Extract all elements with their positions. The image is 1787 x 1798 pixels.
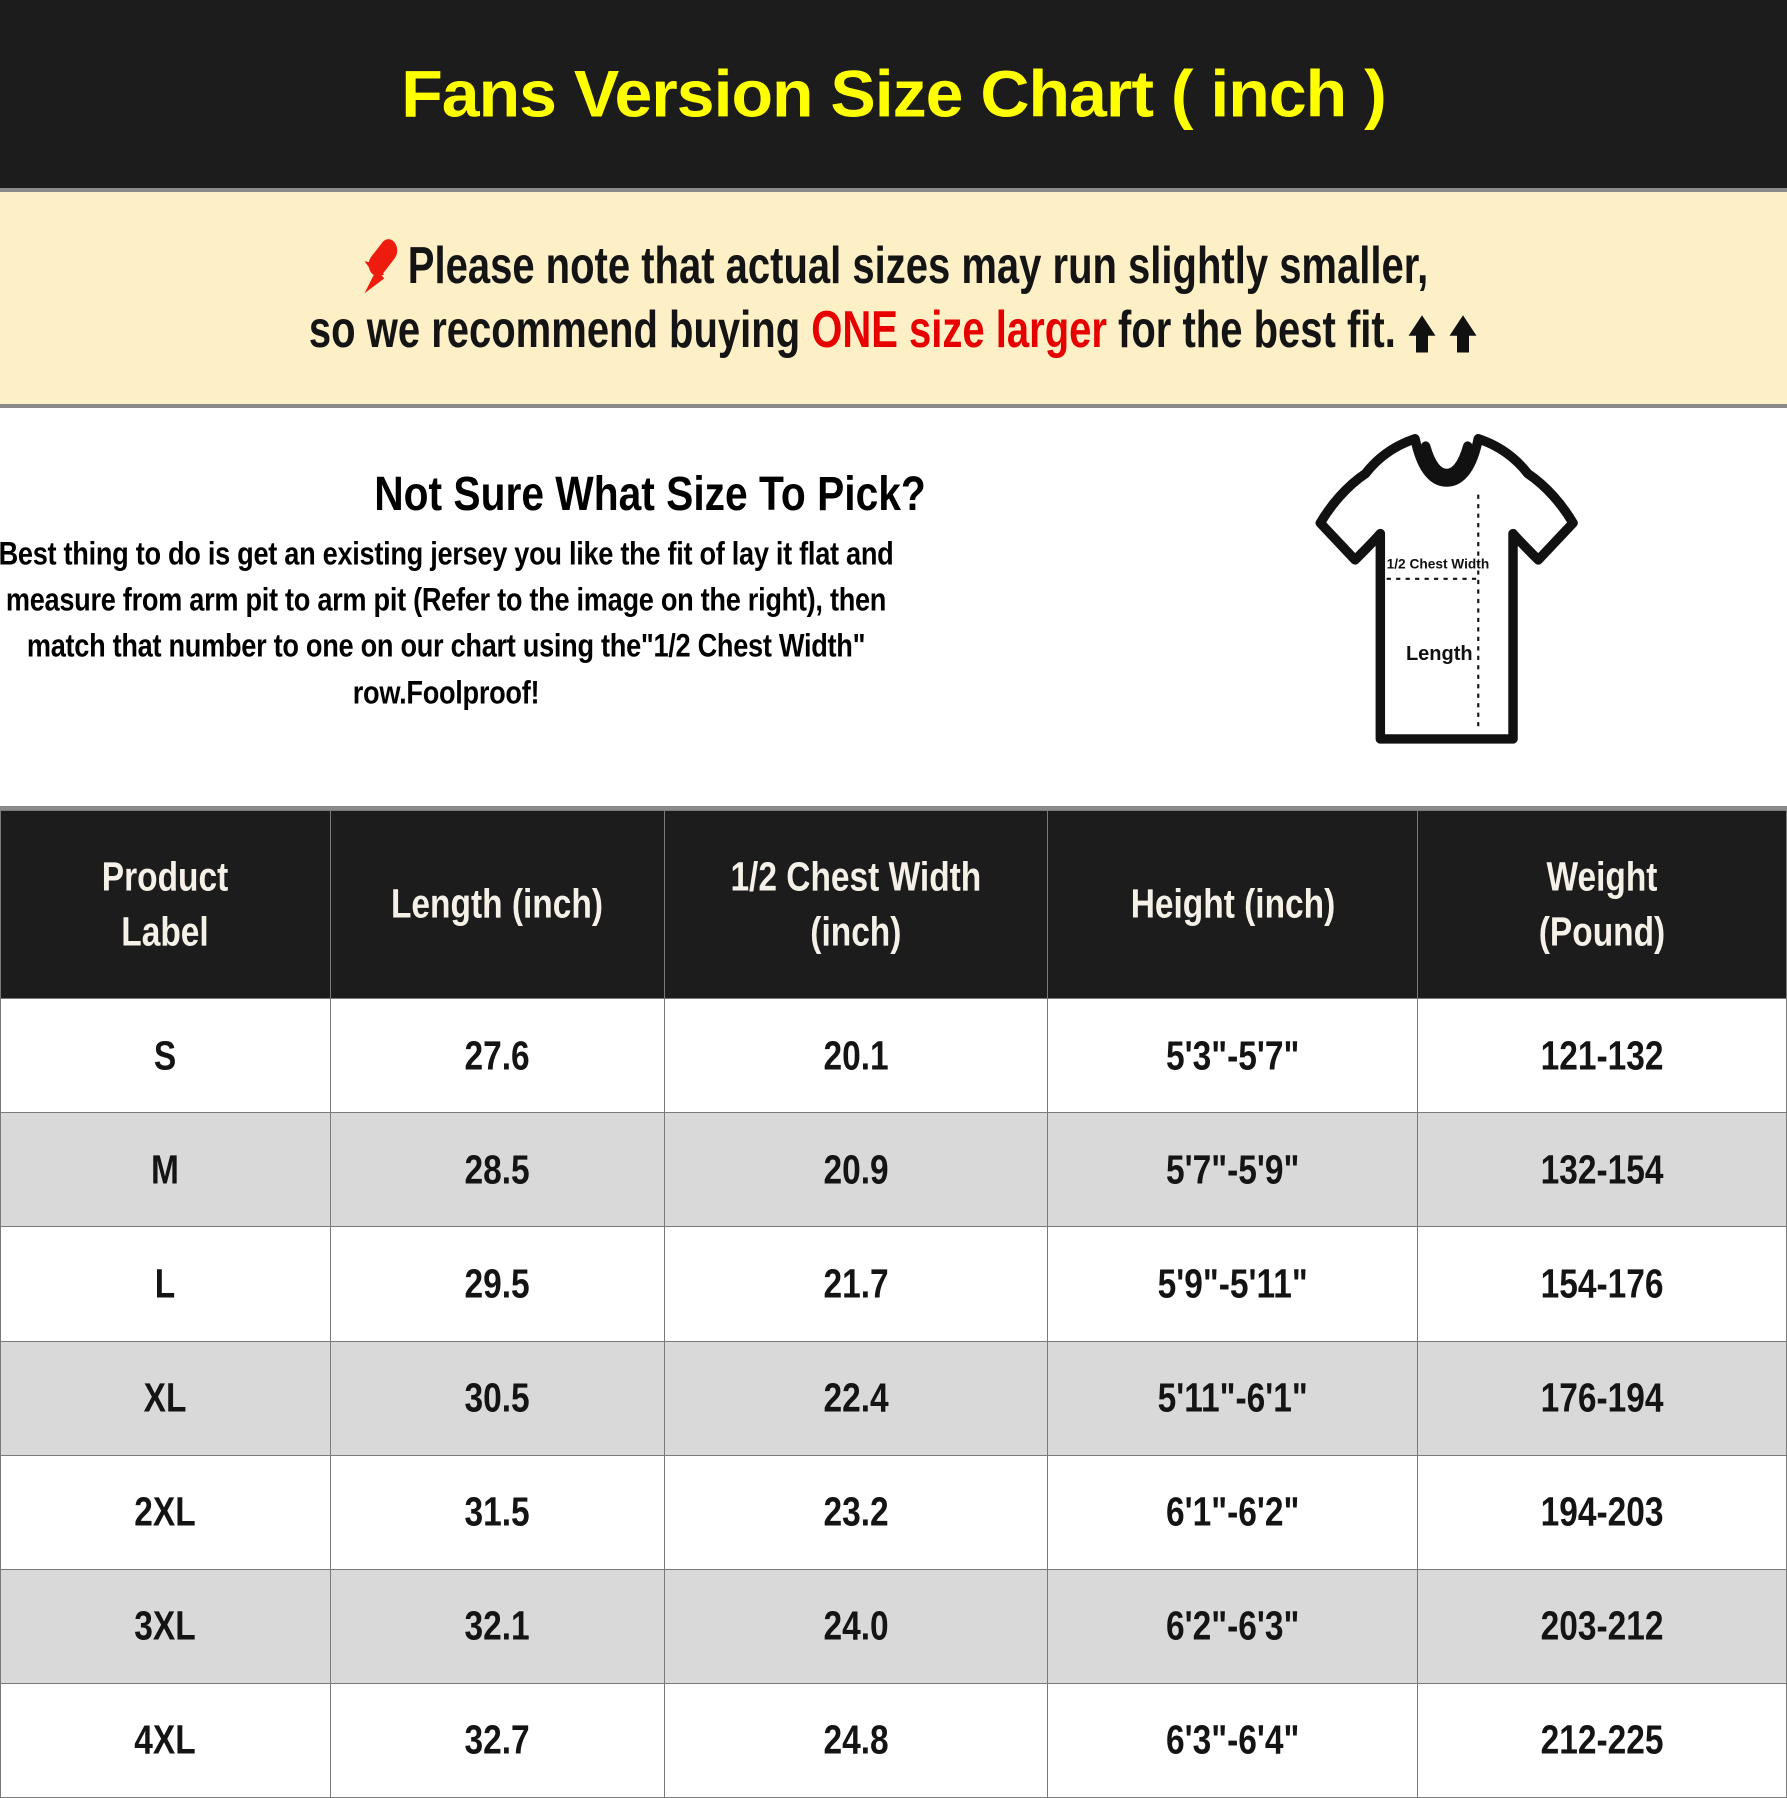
svg-text:Length: Length [1406,643,1473,665]
svg-text:1/2 Chest Width: 1/2 Chest Width [1387,556,1490,571]
